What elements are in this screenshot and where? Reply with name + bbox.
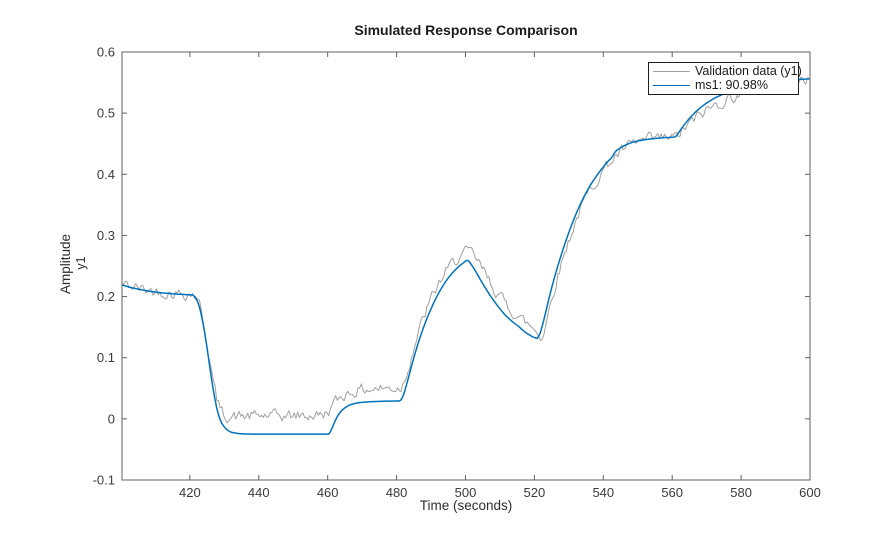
y-axis-label: Amplitude — [58, 234, 73, 294]
y-tick-label: 0 — [108, 411, 115, 426]
y-tick-label: 0.2 — [97, 289, 115, 304]
x-axis-label: Time (seconds) — [420, 498, 513, 513]
y-tick-label: 0.5 — [97, 106, 115, 121]
y-tick-label: 0.6 — [97, 45, 115, 60]
x-tick-label: 560 — [661, 485, 683, 500]
y-tick-label: -0.1 — [93, 473, 115, 488]
legend-label-model: ms1: 90.98% — [695, 78, 768, 92]
x-tick-label: 500 — [455, 485, 477, 500]
x-tick-label: 460 — [317, 485, 339, 500]
x-tick-label: 580 — [730, 485, 752, 500]
x-tick-label: 480 — [386, 485, 408, 500]
legend[interactable]: Validation data (y1) ms1: 90.98% — [648, 62, 802, 95]
y-axis-channel-label: y1 — [74, 256, 88, 269]
legend-line-sample-validation — [653, 70, 690, 72]
x-tick-label: 520 — [524, 485, 546, 500]
legend-line-sample-model — [653, 84, 690, 86]
x-tick-label: 540 — [592, 485, 614, 500]
chart-title: Simulated Response Comparison — [354, 22, 577, 38]
x-tick-label: 420 — [179, 485, 201, 500]
x-tick-label: 440 — [248, 485, 270, 500]
legend-label-validation: Validation data (y1) — [695, 64, 802, 78]
legend-item-validation: Validation data (y1) — [653, 64, 802, 78]
series-line-model — [122, 78, 810, 435]
x-tick-label: 600 — [799, 485, 821, 500]
y-tick-label: 0.1 — [97, 350, 115, 365]
series-line-validation — [122, 76, 810, 424]
legend-item-model: ms1: 90.98% — [653, 78, 794, 92]
y-tick-label: 0.3 — [97, 228, 115, 243]
y-tick-label: 0.4 — [97, 167, 115, 182]
